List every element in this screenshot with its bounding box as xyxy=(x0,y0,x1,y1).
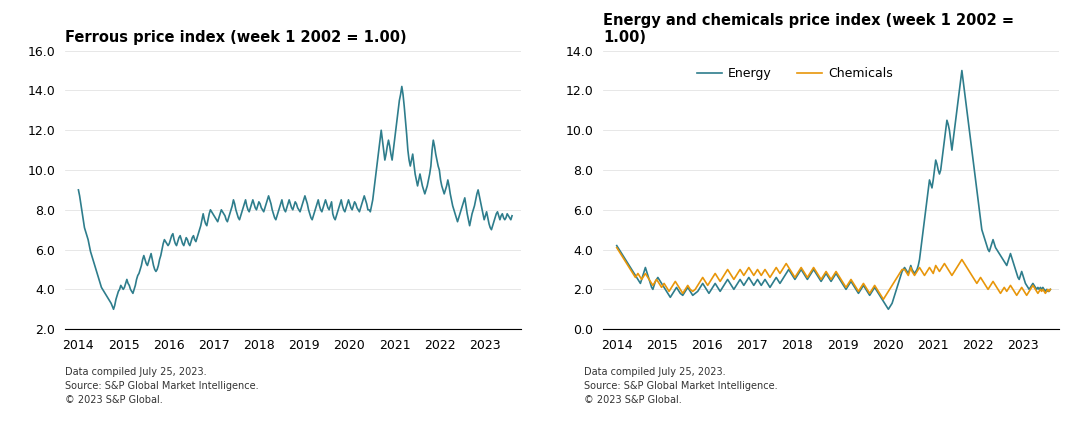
Chemicals xyxy=(860,287,873,292)
Chemicals xyxy=(885,283,898,288)
Energy xyxy=(956,68,969,73)
Chemicals xyxy=(877,297,890,302)
Text: Data compiled July 25, 2023.
Source: S&P Global Market Intelligence.
© 2023 S&P : Data compiled July 25, 2023. Source: S&P… xyxy=(584,367,777,405)
Text: Data compiled July 25, 2023.
Source: S&P Global Market Intelligence.
© 2023 S&P : Data compiled July 25, 2023. Source: S&P… xyxy=(65,367,258,405)
Energy xyxy=(860,289,873,294)
Energy xyxy=(799,273,812,278)
Energy xyxy=(1044,287,1057,292)
Energy xyxy=(885,301,898,306)
Energy xyxy=(872,291,885,296)
Chemicals xyxy=(872,289,885,294)
Chemicals xyxy=(611,245,624,250)
Energy xyxy=(882,307,895,312)
Legend: Energy, Chemicals: Energy, Chemicals xyxy=(692,62,897,86)
Energy xyxy=(933,171,946,176)
Energy xyxy=(973,207,986,212)
Energy xyxy=(611,243,624,248)
Line: Energy: Energy xyxy=(617,70,1051,309)
Text: Ferrous price index (week 1 2002 = 1.00): Ferrous price index (week 1 2002 = 1.00) xyxy=(65,30,406,45)
Chemicals xyxy=(1044,287,1057,292)
Chemicals xyxy=(933,269,946,274)
Chemicals xyxy=(972,279,985,284)
Chemicals xyxy=(799,271,812,276)
Text: Energy and chemicals price index (week 1 2002 =
1.00): Energy and chemicals price index (week 1… xyxy=(603,13,1014,45)
Line: Chemicals: Chemicals xyxy=(617,248,1051,299)
